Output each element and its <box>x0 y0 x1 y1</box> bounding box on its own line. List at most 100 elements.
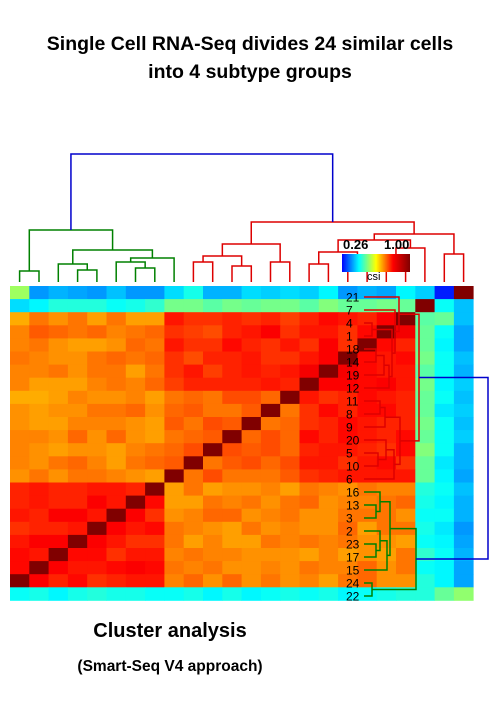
dendrogram-branch <box>269 261 291 282</box>
heatmap-cell <box>10 351 30 365</box>
heatmap-cell <box>87 508 107 523</box>
heatmap-cell <box>29 286 49 300</box>
heatmap-cell <box>299 456 320 470</box>
caption-main: Cluster analysis <box>93 620 247 642</box>
heatmap-cell <box>203 587 223 601</box>
heatmap-cell <box>125 587 146 601</box>
dendrogram-branch <box>115 261 146 282</box>
heatmap-cell <box>106 561 127 575</box>
heatmap-cell <box>434 364 455 379</box>
heatmap-cell <box>67 587 88 601</box>
heatmap-cell <box>338 508 358 523</box>
heatmap-cell <box>434 338 455 352</box>
heatmap-cell <box>280 456 300 470</box>
heatmap-cell <box>87 390 107 405</box>
heatmap-cell <box>125 469 146 483</box>
heatmap-cell <box>145 325 165 339</box>
heatmap-cell <box>280 312 300 326</box>
heatmap-cell <box>241 561 262 575</box>
dendrogram-branch <box>192 261 214 282</box>
heatmap-cell <box>10 574 30 588</box>
heatmap-cell <box>299 351 320 365</box>
heatmap-cell <box>376 587 397 601</box>
heatmap-cell <box>87 430 107 444</box>
heatmap-cell <box>222 443 242 457</box>
heatmap-cell <box>222 325 242 339</box>
heatmap-cell <box>434 561 455 575</box>
heatmap-cell <box>453 351 474 365</box>
heatmap-cell <box>106 390 127 405</box>
heatmap-cell <box>241 286 262 300</box>
heatmap-cell <box>29 417 49 431</box>
heatmap-cell <box>396 574 416 588</box>
heatmap-cell <box>338 390 358 405</box>
heatmap-cell <box>183 338 204 352</box>
heatmap-cell <box>48 443 69 457</box>
heatmap-cell <box>29 338 49 352</box>
heatmap-cell <box>415 508 435 523</box>
heatmap-cell <box>222 587 242 601</box>
heatmap-cell <box>318 587 339 601</box>
heatmap-cell <box>434 299 455 313</box>
heatmap-cell <box>125 574 146 588</box>
heatmap-cell <box>318 561 339 575</box>
heatmap-cell <box>164 548 185 562</box>
heatmap-cell <box>67 403 88 418</box>
heatmap-cell <box>376 574 397 588</box>
heatmap-cell <box>48 364 69 379</box>
heatmap-cell <box>203 403 223 418</box>
heatmap-cell <box>299 561 320 575</box>
heatmap-cell <box>299 364 320 379</box>
heatmap-cell <box>10 548 30 562</box>
heatmap-cell <box>10 390 30 405</box>
heatmap-cell <box>338 430 358 444</box>
heatmap-cell <box>280 508 300 523</box>
heatmap-cell <box>87 417 107 431</box>
heatmap-cell <box>10 482 30 496</box>
heatmap-cell <box>241 299 262 313</box>
heatmap-cell <box>338 338 358 352</box>
heatmap-cell <box>67 430 88 444</box>
heatmap-cell <box>241 364 262 379</box>
heatmap-cell <box>357 456 378 470</box>
heatmap-cell <box>222 534 242 549</box>
heatmap-cell <box>357 561 378 575</box>
heatmap-cell <box>106 508 127 523</box>
heatmap-cell <box>183 521 204 536</box>
heatmap-cell <box>48 482 69 496</box>
heatmap-cell <box>241 548 262 562</box>
heatmap-cell <box>396 351 416 365</box>
heatmap-cell <box>338 286 358 300</box>
heatmap-cell <box>434 521 455 536</box>
colorbar-max-label: 1.00 <box>384 237 410 252</box>
heatmap-cell <box>203 482 223 496</box>
heatmap-cell <box>357 430 378 444</box>
heatmap-cell <box>67 521 88 536</box>
heatmap-cell <box>67 286 88 300</box>
heatmap-cell <box>280 417 300 431</box>
heatmap-cell <box>145 587 165 601</box>
heatmap-cell <box>29 443 49 457</box>
heatmap-cell <box>376 508 397 523</box>
heatmap-cell <box>299 574 320 588</box>
heatmap-cell <box>145 377 165 392</box>
row-label: 2 <box>346 525 353 539</box>
heatmap-cell <box>299 325 320 339</box>
heatmap-cell <box>10 495 30 510</box>
heatmap-cell <box>396 534 416 549</box>
heatmap-cell <box>396 495 416 510</box>
heatmap-cell <box>318 325 339 339</box>
heatmap-cell <box>434 430 455 444</box>
row-label: 7 <box>346 304 353 318</box>
heatmap-cell <box>203 521 223 536</box>
row-label: 4 <box>346 317 353 331</box>
heatmap-cell <box>125 417 146 431</box>
heatmap-cell <box>67 299 88 313</box>
heatmap-cell <box>125 508 146 523</box>
heatmap-cell <box>29 456 49 470</box>
heatmap-cell <box>260 325 281 339</box>
heatmap-cell <box>164 338 185 352</box>
heatmap-cell <box>357 482 378 496</box>
heatmap-cell <box>106 443 127 457</box>
